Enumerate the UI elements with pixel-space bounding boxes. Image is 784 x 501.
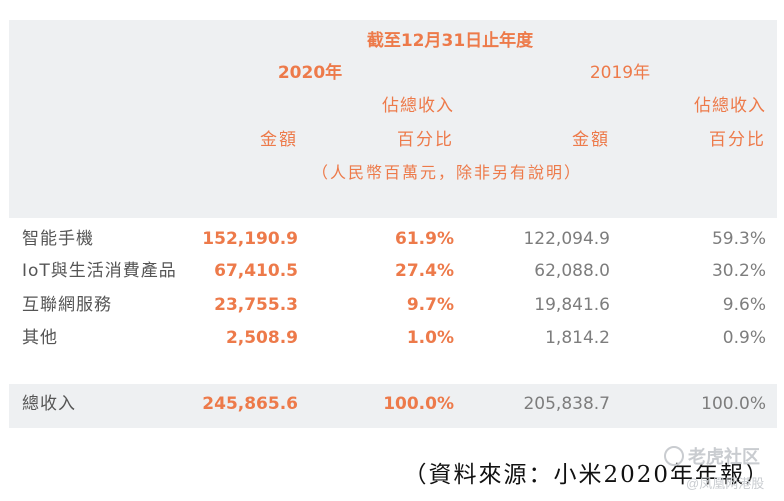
amount-heading-2019: 金額	[572, 130, 610, 150]
row-pct-2019: 9.6%	[722, 295, 766, 315]
pct-heading-2019-line1: 佔總收入	[694, 96, 766, 116]
total-row-panel	[9, 384, 777, 428]
table-header-panel	[9, 20, 777, 218]
row-amount-2020: 2,508.9	[225, 328, 298, 348]
unit-note: （人民幣百萬元，除非另有說明）	[312, 163, 583, 182]
row-amount-2019: 62,088.0	[534, 261, 610, 281]
watermark-tiger-icon	[664, 446, 684, 466]
row-label: 其他	[22, 328, 58, 348]
row-amount-2019: 1,814.2	[545, 328, 610, 348]
row-pct-2019: 59.3%	[711, 229, 766, 249]
row-pct-2020: 27.4%	[395, 261, 454, 281]
source-caption: （資料來源：小米2020年年報）	[403, 462, 770, 488]
row-amount-2020: 152,190.9	[202, 229, 298, 249]
total-pct-2020: 100.0%	[383, 394, 454, 414]
row-amount-2020: 67,410.5	[214, 261, 298, 281]
year-2020-heading: 2020年	[277, 63, 343, 83]
row-label: 智能手機	[22, 229, 94, 249]
pct-heading-2020-line1: 佔總收入	[382, 96, 454, 116]
amount-heading-2020: 金額	[260, 130, 298, 150]
row-amount-2019: 19,841.6	[534, 295, 610, 315]
total-pct-2019: 100.0%	[701, 394, 766, 414]
row-pct-2019: 0.9%	[722, 328, 766, 348]
total-amount-2019: 205,838.7	[523, 394, 610, 414]
year-2019-heading: 2019年	[589, 63, 651, 83]
watermark-line1: 老虎社区	[688, 447, 760, 467]
row-pct-2020: 1.0%	[406, 328, 454, 348]
row-amount-2019: 122,094.9	[523, 229, 610, 249]
total-amount-2020: 245,865.6	[202, 394, 298, 414]
row-pct-2020: 61.9%	[395, 229, 454, 249]
pct-heading-2020-line2: 百分比	[397, 130, 454, 150]
period-heading: 截至12月31日止年度	[366, 31, 534, 51]
row-pct-2020: 9.7%	[406, 295, 454, 315]
watermark-line2: @凤凰网港股	[686, 476, 765, 491]
total-label: 總收入	[22, 394, 76, 414]
pct-heading-2019-line2: 百分比	[709, 130, 766, 150]
row-label: 互聯網服務	[22, 295, 112, 315]
row-pct-2019: 30.2%	[711, 261, 766, 281]
row-amount-2020: 23,755.3	[214, 295, 298, 315]
row-label: IoT與生活消費產品	[22, 261, 177, 281]
